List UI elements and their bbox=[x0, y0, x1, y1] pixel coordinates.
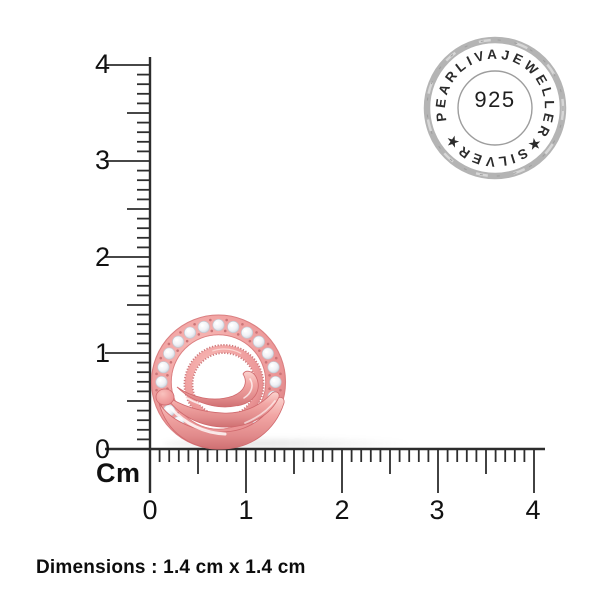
v-ruler-label-2: 2 bbox=[94, 242, 110, 272]
seal-inner-circle bbox=[457, 70, 533, 146]
swirl-highlights bbox=[169, 378, 276, 436]
h-ruler-label-4: 4 bbox=[525, 495, 541, 525]
jewelry-image-rose-gold-stud bbox=[150, 314, 287, 450]
ruler-unit-label: Cm bbox=[96, 458, 141, 488]
v-ruler-label-3: 3 bbox=[94, 145, 110, 175]
h-ruler-label-1: 1 bbox=[238, 495, 254, 525]
v-ruler-label-0: 0 bbox=[94, 434, 110, 464]
v-ruler-label-4: 4 bbox=[94, 49, 110, 79]
silver-925-seal: PEARLIVAJEWELLER★SILVER★ 925 bbox=[423, 36, 567, 180]
seal-purity-text: 925 bbox=[474, 87, 515, 112]
h-ruler-label-3: 3 bbox=[429, 495, 445, 525]
ruler-ticks bbox=[105, 57, 545, 493]
dimensions-text: Dimensions : 1.4 cm x 1.4 cm bbox=[36, 557, 306, 578]
v-ruler-label-1: 1 bbox=[94, 338, 110, 368]
h-ruler-label-0: 0 bbox=[142, 495, 158, 525]
h-ruler-label-2: 2 bbox=[334, 495, 350, 525]
seal-outer-ring bbox=[423, 36, 567, 180]
